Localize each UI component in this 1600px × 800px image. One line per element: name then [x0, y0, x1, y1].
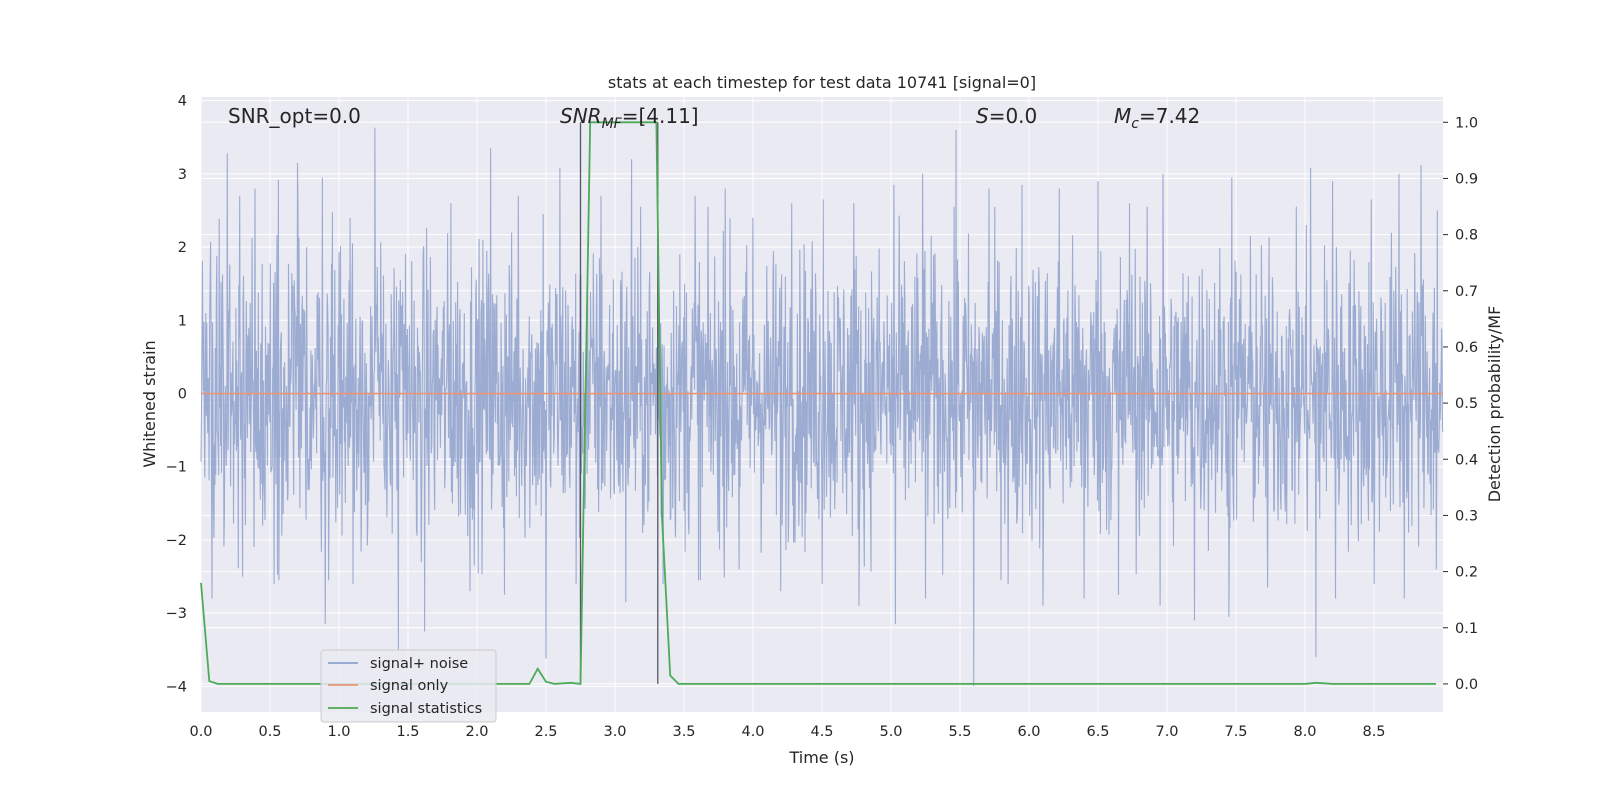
grid	[200, 97, 1443, 712]
y2-tick-label: 1.0	[1455, 115, 1478, 131]
y-axis-label: Whitened strain	[140, 340, 159, 467]
x-tick-label: 5.5	[948, 724, 971, 740]
x-tick-label: 8.0	[1293, 724, 1316, 740]
legend: signal+ noise signal only signal statist…	[320, 649, 497, 723]
y2-axis-ticks: 1.0 0.9 0.8 0.7 0.6 0.5 0.4 0.3 0.2 0.1 0.0	[1443, 115, 1478, 693]
x-tick-label: 2.5	[534, 724, 557, 740]
mc-annotation: Mc=7.42	[1114, 104, 1200, 132]
y-tick-label: 1	[178, 313, 187, 329]
x-tick-label: 7.0	[1155, 724, 1178, 740]
y-tick-label: −4	[166, 679, 187, 695]
x-tick-label: 4.5	[810, 724, 833, 740]
x-tick-label: 3.5	[672, 724, 695, 740]
y2-tick-label: 0.6	[1455, 340, 1478, 356]
y2-tick-label: 0.2	[1455, 565, 1478, 581]
x-tick-label: 2.0	[465, 724, 488, 740]
x-tick-label: 5.0	[879, 724, 902, 740]
snr-opt-annotation: SNR_opt=0.0	[228, 104, 361, 128]
x-tick-label: 3.0	[603, 724, 626, 740]
y-tick-label: −1	[166, 460, 187, 476]
y-tick-label: −3	[166, 606, 187, 622]
y2-tick-label: 0.5	[1455, 396, 1478, 412]
chart-title: stats at each timestep for test data 107…	[608, 73, 1036, 92]
x-tick-label: 4.0	[741, 724, 764, 740]
legend-label-signal-noise: signal+ noise	[370, 656, 468, 672]
y2-tick-label: 0.0	[1455, 677, 1478, 693]
x-tick-label: 0.5	[258, 724, 281, 740]
snr-mf-annotation: SNRMF=[4.11]	[560, 104, 699, 132]
y-tick-label: 2	[178, 240, 187, 256]
s-annotation: S=0.0	[976, 104, 1037, 128]
y-axis-ticks: 4 3 2 1 0 −1 −2 −3 −4	[166, 94, 187, 696]
y2-tick-label: 0.9	[1455, 171, 1478, 187]
x-tick-label: 1.0	[327, 724, 350, 740]
signal-noise-line	[200, 127, 1444, 687]
legend-label-signal-only: signal only	[370, 678, 449, 694]
legend-box	[320, 649, 497, 723]
x-tick-label: 1.5	[396, 724, 419, 740]
y2-tick-label: 0.4	[1455, 452, 1478, 468]
x-tick-label: 7.5	[1224, 724, 1247, 740]
y-tick-label: −2	[166, 533, 187, 549]
y-tick-label: 3	[178, 167, 187, 183]
y2-tick-label: 0.8	[1455, 228, 1478, 244]
signal-noise-series	[200, 127, 1444, 687]
x-tick-label: 6.0	[1017, 724, 1040, 740]
y-tick-label: 0	[178, 387, 187, 403]
x-tick-label: 6.5	[1086, 724, 1109, 740]
y2-tick-label: 0.1	[1455, 621, 1478, 637]
y2-tick-label: 0.3	[1455, 508, 1478, 524]
x-axis-label: Time (s)	[788, 748, 854, 767]
legend-label-signal-statistics: signal statistics	[370, 701, 482, 717]
y-tick-label: 4	[178, 94, 187, 110]
x-axis-ticks: 0.0 0.5 1.0 1.5 2.0 2.5 3.0 3.5 4.0 4.5 5.0 5.5 6.0 6…	[189, 724, 1385, 740]
x-tick-label: 8.5	[1362, 724, 1385, 740]
y2-axis-label: Detection probability/MF	[1485, 306, 1504, 503]
y2-tick-label: 0.7	[1455, 284, 1478, 300]
x-tick-label: 0.0	[189, 724, 212, 740]
